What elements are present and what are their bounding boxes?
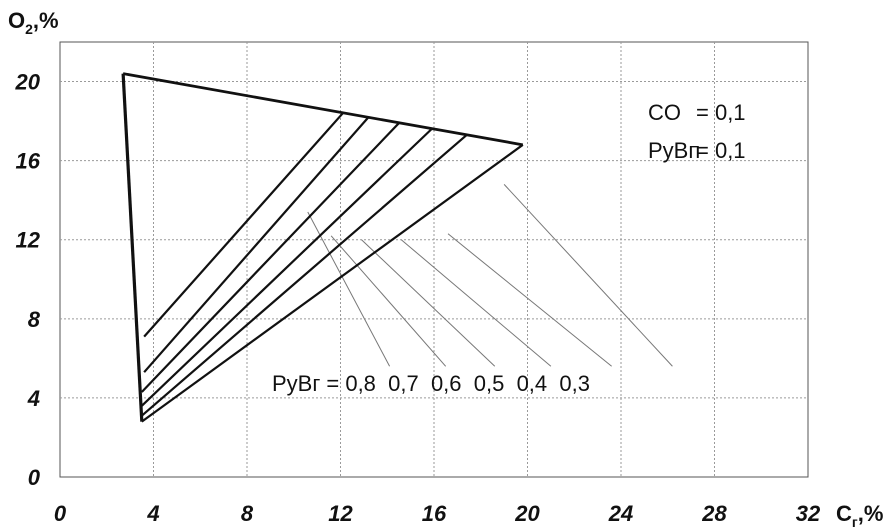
y-tick-label: 4 <box>27 386 40 411</box>
x-axis-label: Cг,% <box>836 501 883 530</box>
x-tick-label: 4 <box>146 501 159 526</box>
left-boundary-line <box>121 73 144 422</box>
y-tick-label: 0 <box>28 465 41 490</box>
x-tick-label: 24 <box>608 501 633 526</box>
annotation-co-value: = 0,1 <box>696 100 746 125</box>
x-tick-label: 32 <box>796 501 821 526</box>
series-line-0-7 <box>143 116 370 373</box>
leader-line <box>307 211 391 367</box>
y-tick-label: 16 <box>16 149 41 174</box>
upper-boundary-line <box>122 72 524 147</box>
x-tick-label: 0 <box>54 501 67 526</box>
series-line-0-5 <box>141 128 433 407</box>
x-axis-label-unit: ,% <box>858 501 884 526</box>
y-axis-label-sub: 2 <box>25 21 33 37</box>
annotation-pyvg: РуВг = 0,8 0,7 0,6 0,5 0,4 0,3 <box>272 371 590 396</box>
leader-line <box>503 184 673 367</box>
annotation-pyvg-label: РуВг <box>272 371 320 396</box>
x-tick-label: 28 <box>701 501 727 526</box>
annotation-co-label: CO <box>648 100 681 125</box>
leader-line <box>400 239 552 367</box>
x-tick-label: 8 <box>241 501 254 526</box>
y-axis-label-main: O <box>8 8 25 33</box>
annotation-pyvn-value: = 0,1 <box>696 138 746 163</box>
x-tick-label: 12 <box>328 501 353 526</box>
leader-line <box>361 239 496 367</box>
y-axis-label: O2,% <box>8 8 59 37</box>
series-line-0-3 <box>141 143 524 423</box>
y-axis-label-unit: ,% <box>33 8 59 33</box>
leader-line <box>447 233 612 367</box>
series-line-0-4 <box>141 134 468 417</box>
annotation-pyvn-label: РуВп <box>648 138 700 163</box>
x-axis-label-main: C <box>836 501 852 526</box>
x-tick-label: 16 <box>422 501 447 526</box>
x-tick-label: 20 <box>514 501 540 526</box>
leader-line <box>330 235 447 367</box>
y-tick-label: 20 <box>15 70 41 95</box>
series-line-0-8 <box>143 112 344 338</box>
y-tick-label: 12 <box>16 228 41 253</box>
annotation-pyvg-values: = 0,8 0,7 0,6 0,5 0,4 0,3 <box>326 371 590 396</box>
x-axis-label-sub: г <box>852 514 858 530</box>
annotation-pyvn: РуВп= 0,1 <box>648 138 746 163</box>
series-line-0-6 <box>141 122 400 393</box>
annotation-co: CO = 0,1 <box>648 100 746 125</box>
y-tick-label: 8 <box>28 307 41 332</box>
